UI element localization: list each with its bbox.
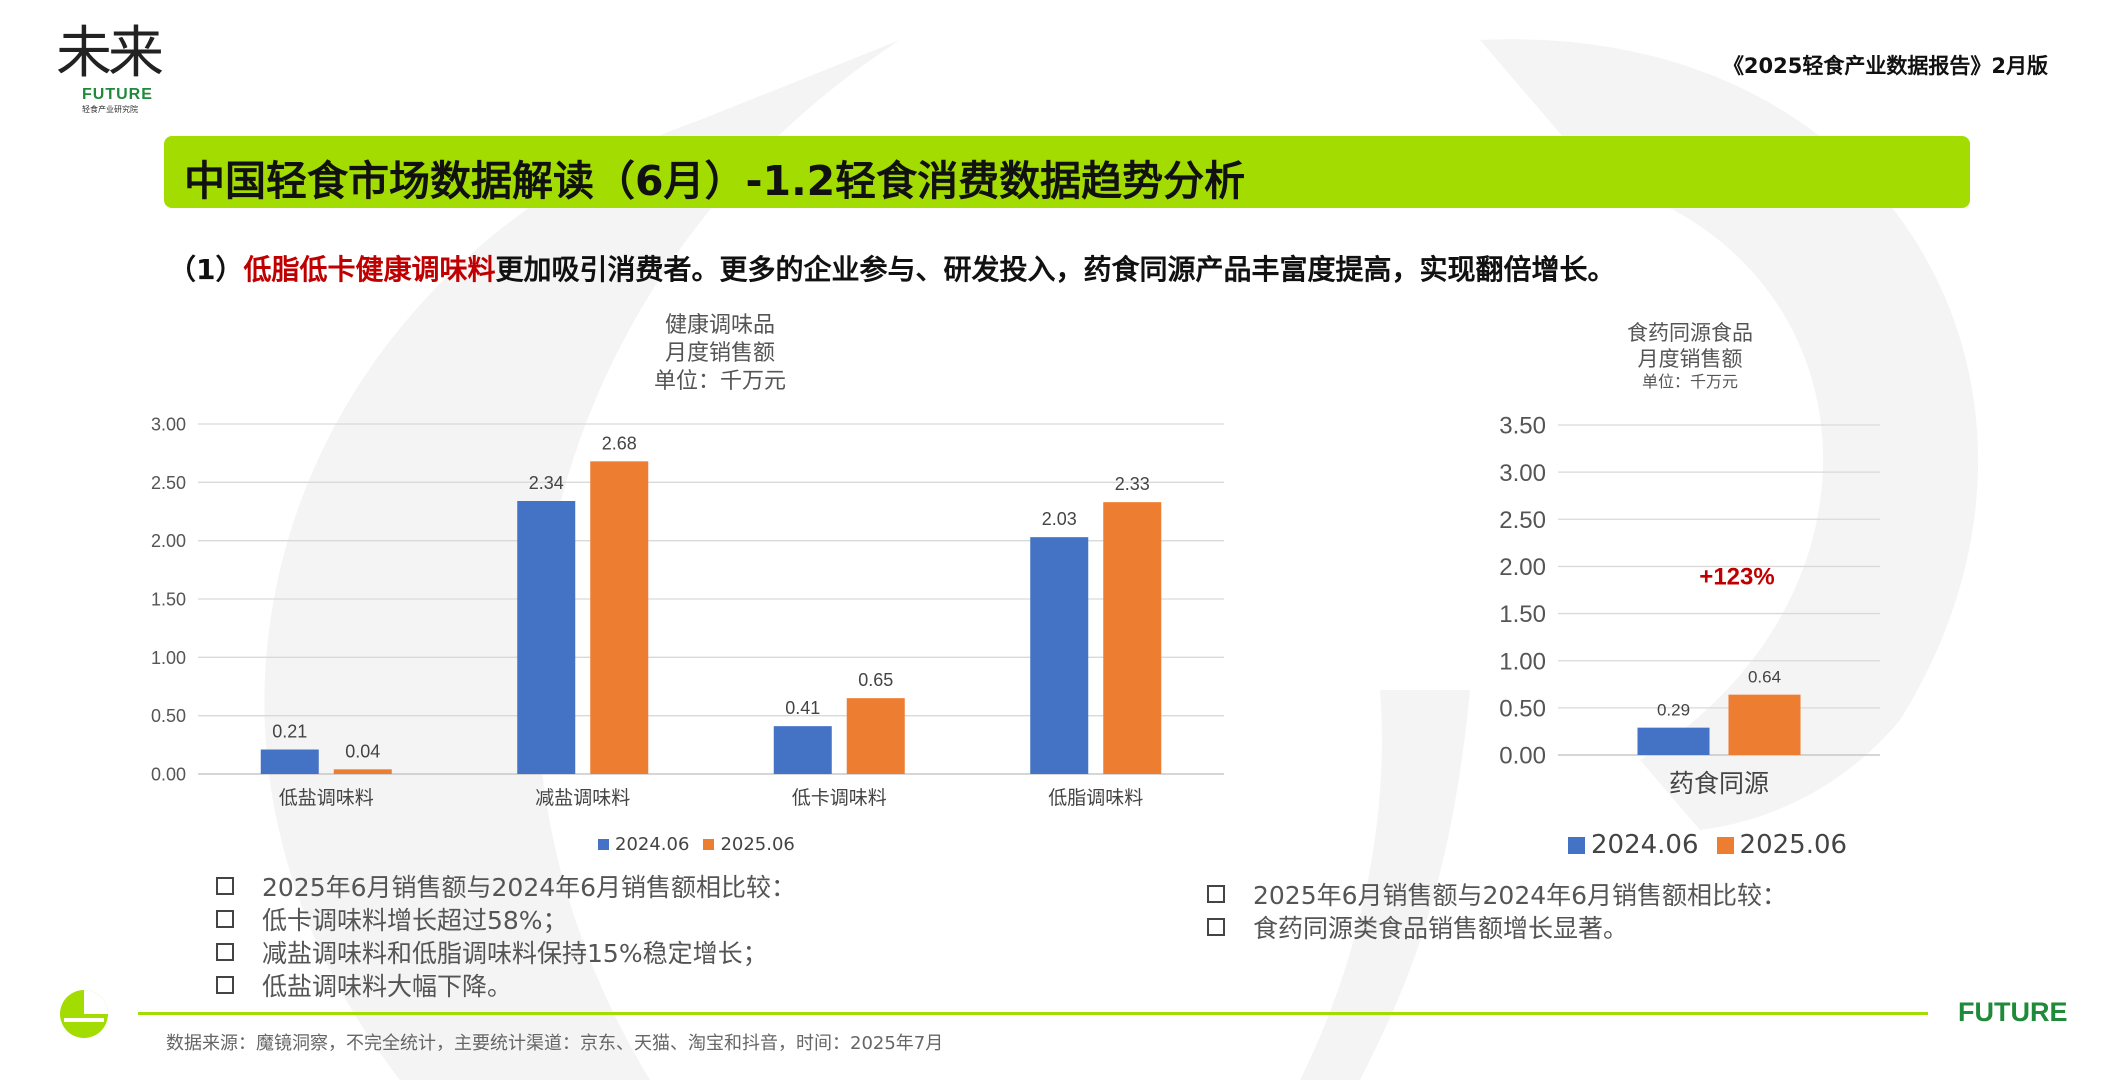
list-item: 2025年6月销售额与2024年6月销售额相比较： [1207,877,1787,910]
note-text: 食药同源类食品销售额增长显著。 [1253,913,1629,943]
y-tick-label: 1.00 [1499,648,1546,675]
checkbox-icon [216,975,234,994]
growth-annotation: +123% [1699,563,1774,590]
note-text: 2025年6月销售额与2024年6月销售额相比较： [262,872,797,902]
right-chart-title: 食药同源食品 月度销售额 单位：千万元 [1540,320,1840,392]
footer-divider [138,1012,1928,1015]
data-label: 2.34 [529,473,564,493]
data-source: 数据来源：魔镜洞察，不完全统计，主要统计渠道：京东、天猫、淘宝和抖音，时间：20… [166,1033,944,1054]
checkbox-icon [216,909,234,928]
data-label: 2.68 [602,433,637,453]
left-chart-title-line: 单位：千万元 [653,369,786,394]
bar-2025.06 [1103,502,1162,774]
y-tick-label: 0.00 [151,764,186,784]
y-tick-label: 2.50 [151,473,186,493]
legend-label-2024: 2024.06 [615,834,690,855]
legend-swatch-2025 [1716,836,1734,854]
footer-logo-icon [60,990,108,1038]
y-tick-label: 2.50 [1499,507,1546,534]
bar-2025.06 [846,698,905,774]
bar-2024.06 [1637,727,1710,755]
bar-2025.06 [1728,694,1801,755]
list-item: 2025年6月销售额与2024年6月销售额相比较： [216,869,796,902]
x-category-label: 减盐调味料 [535,787,630,809]
bar-2024.06 [773,726,832,774]
title-banner [164,136,1970,208]
data-label: 0.21 [272,722,307,742]
y-tick-label: 2.00 [151,531,186,551]
legend-swatch-2024 [598,839,609,850]
note-text: 减盐调味料和低脂调味料保持15%稳定增长； [262,938,768,968]
right-chart-title-line: 食药同源食品 [1627,321,1753,345]
y-tick-label: 3.50 [1499,413,1546,440]
left-chart-title: 健康调味品 月度销售额 单位：千万元 [540,312,900,396]
left-chart-legend: 2024.06 2025.06 [598,834,795,855]
section-subtitle: （1）低脂低卡健康调味料更加吸引消费者。更多的企业参与、研发投入，药食同源产品丰… [168,248,1616,288]
list-item: 低卡调味料增长超过58%； [216,902,796,935]
subtitle-prefix: （1） [168,253,244,286]
x-category-label: 药食同源 [1669,769,1769,798]
left-chart-title-line: 月度销售额 [664,341,775,366]
logo-wordmark: FUTURE [82,86,153,103]
bar-2024.06 [1030,537,1089,774]
y-tick-label: 0.00 [1499,743,1546,770]
legend-label-2025: 2025.06 [720,834,795,855]
notes-right: 2025年6月销售额与2024年6月销售额相比较： 食药同源类食品销售额增长显著… [1207,877,1787,943]
x-category-label: 低盐调味料 [279,787,374,809]
subtitle-highlight: 低脂低卡健康调味料 [243,253,496,286]
data-label: 0.29 [1657,701,1690,720]
notes-left: 2025年6月销售额与2024年6月销售额相比较： 低卡调味料增长超过58%； … [216,869,796,1001]
data-label: 0.65 [858,670,893,690]
legend-label-2024: 2024.06 [1591,830,1699,860]
logo-subtitle: 轻食产业研究院 [82,105,138,114]
y-tick-label: 2.00 [1499,554,1546,581]
y-tick-label: 3.00 [151,414,186,434]
y-tick-label: 0.50 [151,706,186,726]
x-category-label: 低脂调味料 [1048,787,1143,809]
list-item: 减盐调味料和低脂调味料保持15%稳定增长； [216,935,796,968]
note-text: 2025年6月销售额与2024年6月销售额相比较： [1253,880,1788,910]
data-label: 2.03 [1042,509,1077,529]
subtitle-rest: 更加吸引消费者。更多的企业参与、研发投入，药食同源产品丰富度提高，实现翻倍增长。 [495,253,1616,286]
right-chart-title-line: 单位：千万元 [1641,372,1738,391]
right-chart-legend: 2024.06 2025.06 [1568,830,1847,860]
y-tick-label: 1.00 [151,648,186,668]
data-label: 0.41 [785,698,820,718]
checkbox-icon [216,942,234,961]
logo: 未来 [56,21,164,86]
report-title: 《2025轻食产业数据报告》2月版 [1722,54,2048,78]
note-text: 低卡调味料增长超过58%； [262,905,568,935]
bar-2025.06 [333,769,392,774]
right-chart-title-line: 月度销售额 [1637,347,1743,371]
legend-swatch-2025 [703,839,715,850]
list-item: 低盐调味料大幅下降。 [216,968,796,1001]
data-label: 0.64 [1748,668,1781,687]
note-text: 低盐调味料大幅下降。 [262,971,513,1001]
checkbox-icon [216,876,234,895]
list-item: 食药同源类食品销售额增长显著。 [1207,910,1787,943]
bar-2025.06 [590,461,649,774]
bar-2024.06 [260,749,319,774]
legend-swatch-2024 [1568,836,1585,854]
y-tick-label: 1.50 [151,589,186,609]
data-label: 2.33 [1115,474,1150,494]
data-label: 0.04 [345,741,380,761]
legend-label-2025: 2025.06 [1739,830,1848,860]
y-tick-label: 0.50 [1499,695,1546,722]
page-title: 中国轻食市场数据解读（6月）-1.2轻食消费数据趋势分析 [184,157,1246,205]
checkbox-icon [1207,884,1225,903]
footer-brand: FUTURE [1958,997,2068,1027]
checkbox-icon [1207,917,1225,936]
left-chart-title-line: 健康调味品 [664,313,775,338]
y-tick-label: 1.50 [1499,601,1546,628]
bar-2024.06 [517,501,576,774]
x-category-label: 低卡调味料 [792,787,887,809]
y-tick-label: 3.00 [1499,460,1546,487]
